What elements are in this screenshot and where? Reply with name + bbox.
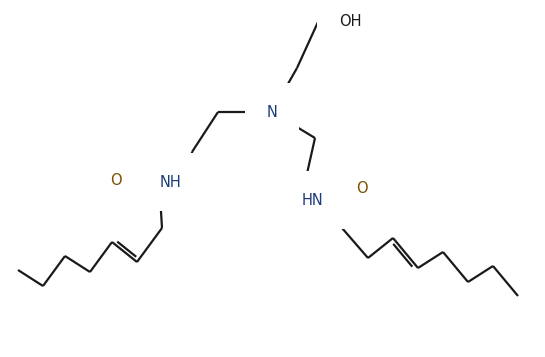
Text: OH: OH [339, 14, 361, 29]
Text: O: O [356, 181, 368, 196]
Text: N: N [267, 105, 277, 120]
Text: O: O [111, 172, 122, 187]
Text: HN: HN [302, 192, 324, 207]
Text: NH: NH [159, 175, 181, 190]
